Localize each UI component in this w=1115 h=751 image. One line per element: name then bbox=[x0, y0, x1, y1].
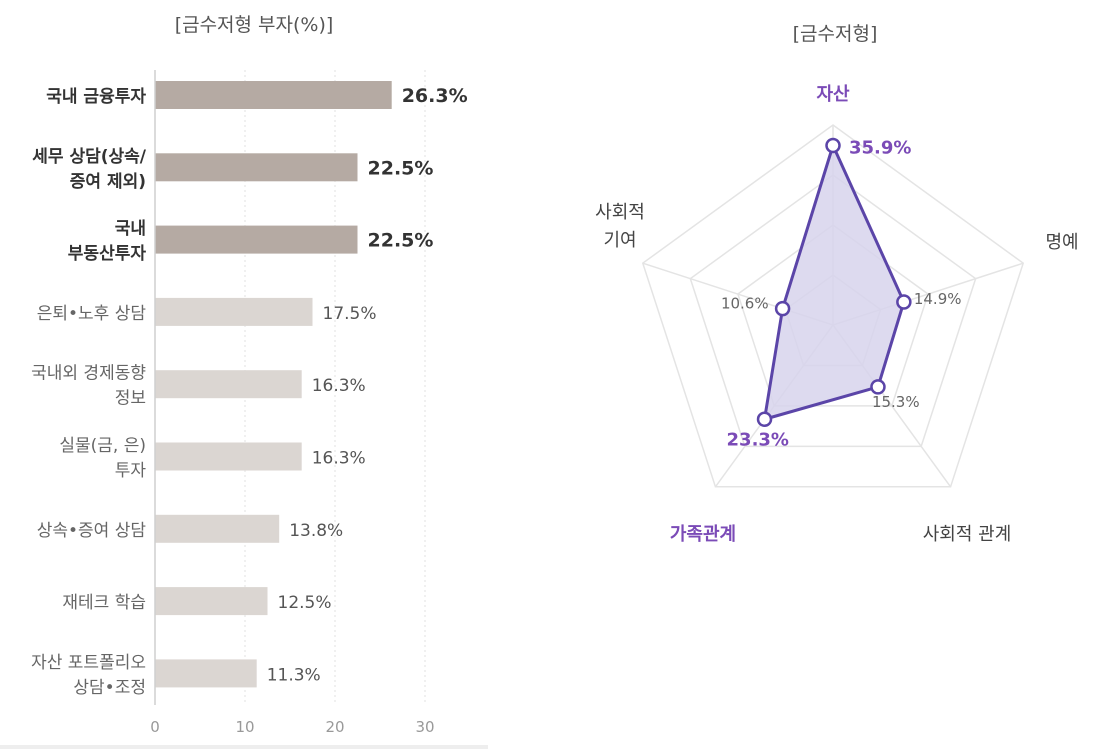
radar-axis-label: 가족관계 bbox=[670, 524, 736, 545]
bar-category-label-line: 세무 상담(상속/ bbox=[32, 147, 147, 167]
bar-category-label-line: 자산 포트폴리오 bbox=[31, 653, 146, 673]
bar-value-label: 16.3% bbox=[312, 449, 366, 469]
bar-category-label-line: 투자 bbox=[115, 461, 147, 481]
bottom-divider bbox=[0, 745, 488, 749]
bar-category-label: 재테크 학습 bbox=[62, 593, 146, 613]
bar-value-label: 11.3% bbox=[267, 665, 321, 685]
bar-value-label: 26.3% bbox=[402, 85, 468, 107]
radar-point bbox=[825, 137, 841, 154]
bar bbox=[155, 225, 358, 254]
bar-category-label-line: 국내 금융투자 bbox=[46, 87, 146, 107]
radar-axis-label: 명예 bbox=[1045, 232, 1078, 253]
bar-category-label-line: 증여 제외) bbox=[70, 172, 146, 192]
radar-chart: [금수저형] 35.9%14.9%15.3%23.3%10.6% 자산명예사회적… bbox=[595, 23, 1078, 545]
radar-value-label: 35.9% bbox=[849, 138, 911, 159]
bar bbox=[155, 587, 268, 616]
bar bbox=[155, 81, 392, 109]
bar-chart-x-tick-label: 20 bbox=[325, 718, 344, 736]
radar-value-label: 23.3% bbox=[727, 429, 789, 450]
radar-axis-label-line: 사회적 bbox=[595, 202, 645, 223]
bar-chart-x-tick-label: 10 bbox=[235, 718, 254, 736]
bar-value-label: 22.5% bbox=[368, 157, 434, 179]
bar-value-label: 16.3% bbox=[312, 376, 366, 396]
bar bbox=[155, 659, 257, 688]
radar-axis-label: 사회적 관계 bbox=[923, 524, 1012, 545]
bar-category-label: 실물(금, 은) 투자 bbox=[59, 436, 146, 481]
radar-point bbox=[774, 300, 791, 317]
bar bbox=[155, 370, 302, 399]
bar-chart-title: [금수저형 부자(%)] bbox=[175, 14, 334, 36]
bar-chart-x-tick-label: 0 bbox=[150, 718, 160, 736]
radar-series-area bbox=[763, 144, 906, 421]
bar-category-label: 은퇴•노후 상담 bbox=[37, 304, 147, 324]
bar bbox=[155, 153, 358, 182]
bar-category-label-line: 상속•증여 상담 bbox=[37, 521, 147, 541]
bar-category-label: 세무 상담(상속/증여 제외) bbox=[32, 147, 147, 192]
bar-category-label-line: 정보 bbox=[115, 389, 146, 409]
bar-value-label: 22.5% bbox=[368, 230, 434, 252]
radar-axis-label-line: 기여 bbox=[603, 230, 636, 251]
radar-grid-ring bbox=[641, 124, 1025, 488]
radar-value-label: 15.3% bbox=[872, 393, 920, 411]
bar-value-label: 17.5% bbox=[323, 304, 377, 324]
bar bbox=[155, 442, 302, 471]
radar-axis-label: 자산 bbox=[816, 84, 850, 105]
bar-chart: [금수저형 부자(%)] 26.3% 국내 금융투자 22.5% 세무 상담(상속/증… bbox=[31, 14, 468, 736]
radar-value-label: 14.9% bbox=[914, 290, 962, 308]
bar-chart-x-ticks: 0 10 20 30 bbox=[150, 718, 434, 736]
radar-grid-ring bbox=[737, 224, 929, 407]
radar-grid-ring bbox=[689, 174, 977, 448]
bar-category-label-line: 국내외 경제동향 bbox=[31, 364, 146, 384]
bar-category-label: 상속•증여 상담 bbox=[37, 521, 147, 541]
bar-category-label-line: 은퇴•노후 상담 bbox=[37, 304, 147, 324]
bar-value-label: 12.5% bbox=[278, 593, 332, 613]
radar-point bbox=[756, 411, 773, 428]
bar bbox=[155, 514, 280, 543]
radar-value-label: 10.6% bbox=[721, 295, 769, 313]
bar-category-label-line: 재테크 학습 bbox=[62, 593, 146, 613]
radar-point bbox=[896, 294, 912, 310]
bar bbox=[155, 297, 313, 326]
bar-value-label: 13.8% bbox=[289, 521, 343, 541]
bar-category-label-line: 상담•조정 bbox=[73, 678, 146, 698]
bar-category-label-line: 실물(금, 은) bbox=[59, 436, 146, 456]
bar-chart-x-tick-label: 30 bbox=[415, 718, 434, 736]
bar-category-label-line: 부동산투자 bbox=[68, 244, 147, 264]
bar-category-label-line: 국내 bbox=[115, 219, 146, 239]
bar-category-label: 국내 금융투자 bbox=[46, 87, 146, 107]
radar-chart-series: 35.9% 14.9% 15.3% 23.3% 10.6% bbox=[721, 138, 962, 451]
radar-chart-title: [금수저형] bbox=[793, 23, 878, 45]
radar-point bbox=[870, 379, 886, 395]
